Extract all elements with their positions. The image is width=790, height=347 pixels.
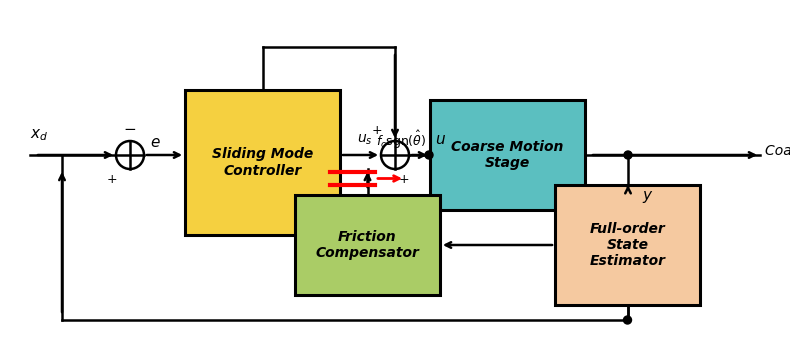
Circle shape	[624, 151, 632, 159]
Text: +: +	[371, 124, 382, 137]
Circle shape	[623, 316, 631, 324]
Text: Full-order
State
Estimator: Full-order State Estimator	[589, 222, 665, 268]
Text: $u_s$: $u_s$	[357, 133, 373, 147]
Text: u: u	[435, 132, 445, 147]
Circle shape	[425, 151, 433, 159]
FancyBboxPatch shape	[430, 100, 585, 210]
Circle shape	[381, 141, 409, 169]
Text: e: e	[150, 135, 160, 150]
Text: Coarse Position: Coarse Position	[765, 144, 790, 158]
Text: $f_c\mathrm{sgn}(\hat{\theta})$: $f_c\mathrm{sgn}(\hat{\theta})$	[375, 129, 426, 151]
Circle shape	[116, 141, 144, 169]
FancyBboxPatch shape	[185, 90, 340, 235]
Text: Coarse Motion
Stage: Coarse Motion Stage	[451, 140, 564, 170]
Text: Friction
Compensator: Friction Compensator	[315, 230, 419, 260]
FancyBboxPatch shape	[555, 185, 700, 305]
Text: Sliding Mode
Controller: Sliding Mode Controller	[212, 147, 313, 178]
FancyBboxPatch shape	[295, 195, 440, 295]
Text: y: y	[642, 187, 651, 203]
Text: $x_d$: $x_d$	[30, 127, 48, 143]
Text: +: +	[399, 173, 410, 186]
Text: −: −	[123, 122, 137, 137]
Text: +: +	[107, 173, 117, 186]
